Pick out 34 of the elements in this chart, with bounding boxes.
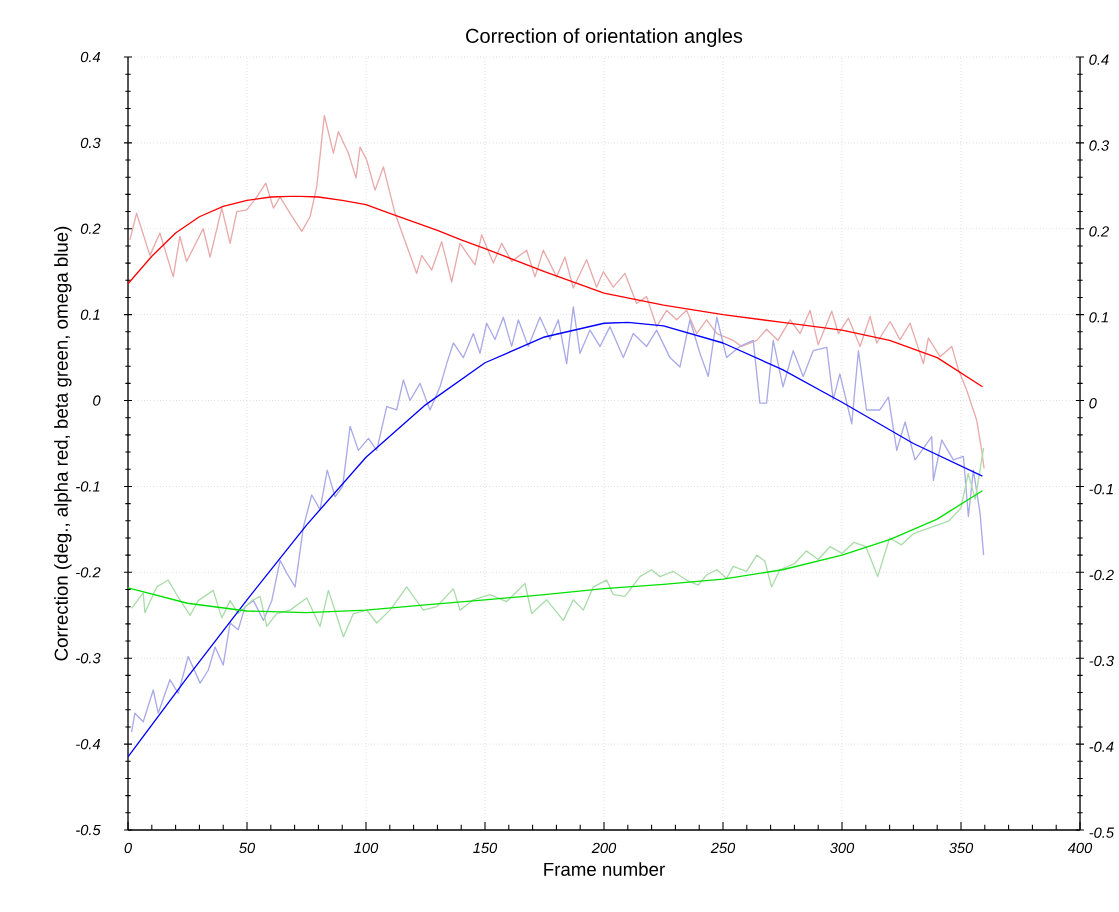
y-tick-label: 0.1 [80,309,100,320]
y-tick-label: -0.1 [76,481,100,492]
y2-tick-label: 0.1 [1089,312,1108,323]
y-tick-label: 0.2 [80,223,101,234]
y-tick-label: -0.3 [76,653,101,664]
y2-tick-label: -0.5 [1089,827,1115,838]
x-tick-label: 300 [830,842,855,854]
x-tick-label: 200 [591,842,617,854]
x-axis-title: Frame number [544,862,665,876]
chart-title: Correction of orientation angles [466,28,743,47]
y2-tick-label: 0.3 [1089,140,1109,151]
x-tick-label: 400 [1067,842,1093,854]
line-series [128,490,984,614]
y-tick-label: -0.2 [76,567,101,578]
x-tick-label: 150 [473,842,498,854]
y2-tick-label: 0 [1089,398,1097,409]
x-tick-label: 100 [354,842,379,854]
x-tick-label: 0 [124,842,132,854]
y2-tick-label: -0.1 [1089,483,1113,495]
y2-tick-label: -0.4 [1089,741,1114,752]
y-tick-label: -0.5 [76,824,101,836]
y-tick-label: 0.3 [80,137,101,149]
x-tick-label: 50 [239,842,256,854]
y-tick-label: 0 [93,395,101,406]
y-axis-title: Correction (deg., alpha red, beta green, omega blue) [54,226,72,661]
x-tick-label: 250 [710,842,736,854]
line-series [129,114,985,470]
y2-tick-label: -0.3 [1089,655,1114,667]
y2-tick-label: -0.2 [1089,569,1114,581]
x-tick-label: 350 [949,842,974,854]
y-tick-label: 0.4 [80,51,101,63]
y-tick-label: -0.4 [76,738,101,750]
y2-tick-label: 0.4 [1089,54,1109,65]
y2-tick-label: 0.2 [1089,226,1109,237]
